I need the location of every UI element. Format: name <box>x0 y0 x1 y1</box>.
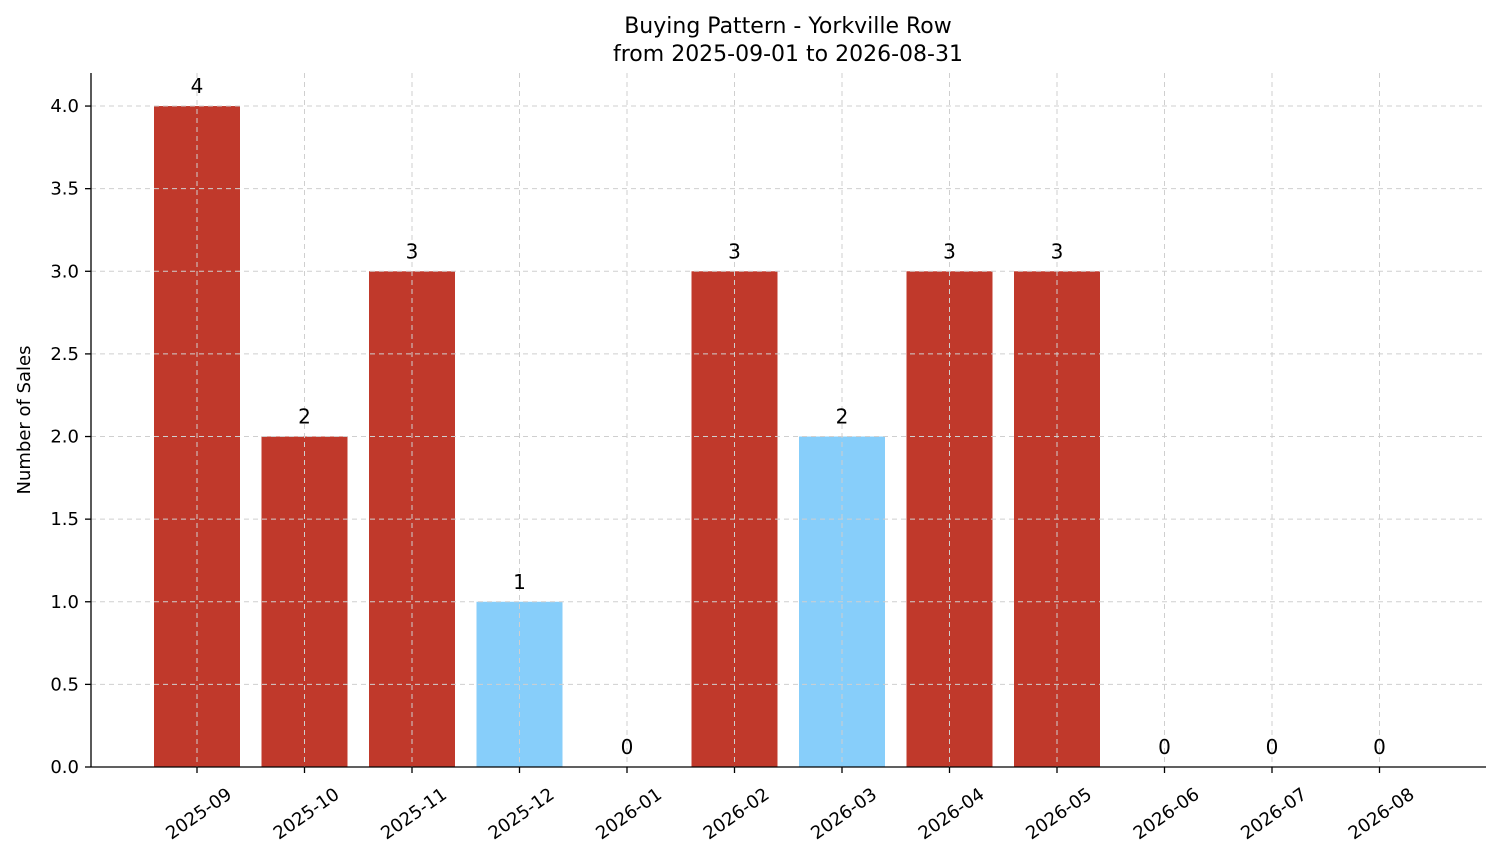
x-tick-label: 2025-10 <box>270 784 344 844</box>
y-tick-label: 0.5 <box>50 674 79 695</box>
bar-value-label: 3 <box>406 239 419 263</box>
y-tick-label: 2.0 <box>50 427 79 448</box>
bar-value-label: 3 <box>728 239 741 263</box>
chart-title: Buying Pattern - Yorkville Row <box>624 14 952 39</box>
x-tick-label: 2025-09 <box>162 784 236 844</box>
x-tick-label: 2026-06 <box>1130 784 1204 844</box>
x-tick-label: 2025-12 <box>485 784 559 844</box>
bar-value-label: 0 <box>1158 735 1171 759</box>
y-tick-label: 1.5 <box>50 509 79 530</box>
bar-value-label: 4 <box>191 74 204 98</box>
y-axis-label: Number of Sales <box>14 345 35 494</box>
x-tick-label: 2026-05 <box>1022 784 1096 844</box>
bar-value-label: 3 <box>943 239 956 263</box>
x-tick-label: 2026-01 <box>592 784 666 844</box>
bar-value-label: 0 <box>621 735 634 759</box>
y-tick-label: 3.0 <box>50 261 79 282</box>
bar-value-label: 3 <box>1051 239 1064 263</box>
y-tick-label: 4.0 <box>50 96 79 117</box>
x-tick-label: 2026-02 <box>700 784 774 844</box>
x-tick-label: 2026-03 <box>807 784 881 844</box>
bar-value-label: 0 <box>1373 735 1386 759</box>
bar-value-label: 0 <box>1266 735 1279 759</box>
y-tick-label: 1.0 <box>50 592 79 613</box>
y-tick-label: 0.0 <box>50 757 79 778</box>
y-tick-label: 2.5 <box>50 344 79 365</box>
chart-subtitle: from 2025-09-01 to 2026-08-31 <box>613 42 963 67</box>
x-tick-label: 2026-04 <box>915 784 989 844</box>
data-labels: 4 2 3 1 0 3 2 3 3 0 0 0 <box>191 74 1386 759</box>
bar-value-label: 2 <box>298 405 311 429</box>
y-tick-label: 3.5 <box>50 179 79 200</box>
bar-value-label: 1 <box>513 570 526 594</box>
x-tick-label: 2026-07 <box>1237 784 1311 844</box>
y-ticks: 0.0 0.5 1.0 1.5 2.0 2.5 3.0 3.5 4.0 <box>50 96 91 778</box>
x-ticks: 2025-09 2025-10 2025-11 2025-12 2026-01 2026-… <box>162 767 1418 844</box>
bar-value-label: 2 <box>836 405 849 429</box>
x-tick-label: 2026-08 <box>1345 784 1419 844</box>
x-tick-label: 2025-11 <box>377 784 451 844</box>
